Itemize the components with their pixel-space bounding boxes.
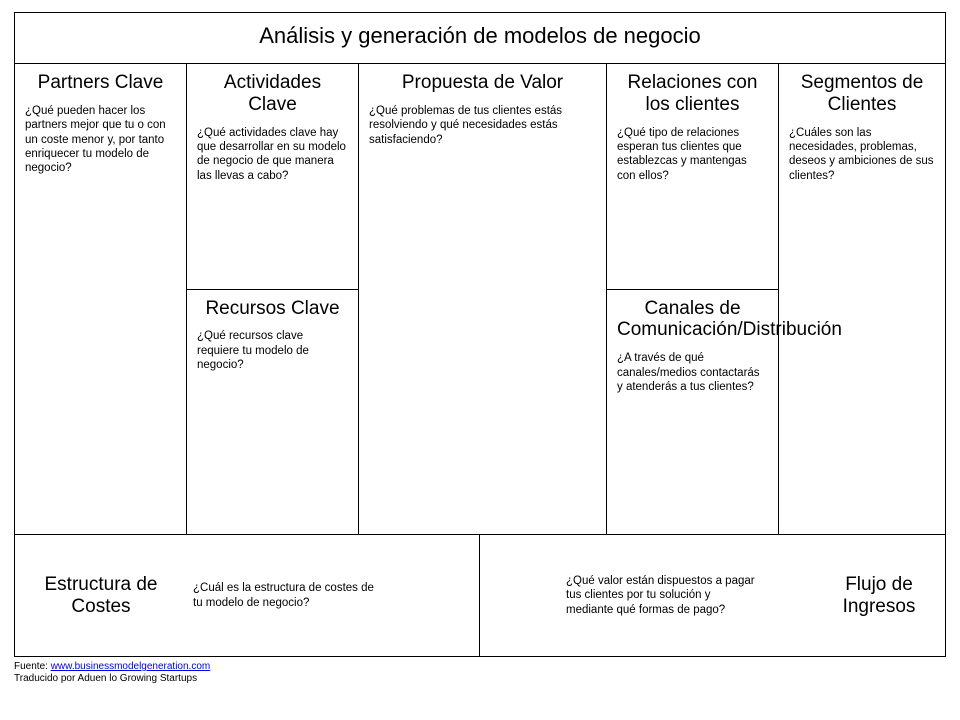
- block-resources-desc: ¿Qué recursos clave requiere tu modelo d…: [197, 329, 348, 372]
- block-channels-title: Canales de Comunicación/Distribución: [617, 296, 768, 352]
- block-relations: Relaciones con los clientes ¿Qué tipo de…: [607, 64, 778, 290]
- canvas-title: Análisis y generación de modelos de nego…: [15, 13, 945, 64]
- block-channels: Canales de Comunicación/Distribución ¿A …: [607, 290, 778, 534]
- footer: Fuente: www.businessmodelgeneration.com …: [14, 661, 946, 685]
- block-revenue: ¿Qué valor están dispuestos a pagar tus …: [480, 535, 945, 656]
- block-resources: Recursos Clave ¿Qué recursos clave requi…: [187, 290, 358, 534]
- block-segments: Segmentos de Clientes ¿Cuáles son las ne…: [779, 64, 945, 534]
- block-relations-title: Relaciones con los clientes: [617, 70, 768, 126]
- block-revenue-desc: ¿Qué valor están dispuestos a pagar tus …: [566, 574, 756, 617]
- canvas-bottomrow: Estructura de Costes ¿Cuál es la estruct…: [15, 534, 945, 656]
- block-revenue-title: Flujo de Ingresos: [829, 574, 929, 618]
- block-activities-title: Actividades Clave: [197, 70, 348, 126]
- col-value: Propuesta de Valor ¿Qué problemas de tus…: [359, 64, 607, 534]
- block-channels-desc: ¿A través de qué canales/medios contacta…: [617, 351, 768, 394]
- block-costs-title: Estructura de Costes: [31, 574, 171, 618]
- block-costs: Estructura de Costes ¿Cuál es la estruct…: [15, 535, 480, 656]
- block-resources-title: Recursos Clave: [197, 296, 348, 330]
- block-activities-desc: ¿Qué actividades clave hay que desarroll…: [197, 126, 348, 184]
- col-relations-channels: Relaciones con los clientes ¿Qué tipo de…: [607, 64, 779, 534]
- footer-source-label: Fuente:: [14, 661, 51, 672]
- col-segments: Segmentos de Clientes ¿Cuáles son las ne…: [779, 64, 945, 534]
- business-model-canvas: Análisis y generación de modelos de nego…: [14, 12, 946, 657]
- block-value-title: Propuesta de Valor: [369, 70, 596, 104]
- block-partners-desc: ¿Qué pueden hacer los partners mejor que…: [25, 104, 176, 176]
- block-partners: Partners Clave ¿Qué pueden hacer los par…: [15, 64, 186, 534]
- block-costs-desc: ¿Cuál es la estructura de costes de tu m…: [193, 581, 383, 610]
- footer-source-link[interactable]: www.businessmodelgeneration.com: [51, 661, 211, 672]
- col-partners: Partners Clave ¿Qué pueden hacer los par…: [15, 64, 187, 534]
- canvas-midrow: Partners Clave ¿Qué pueden hacer los par…: [15, 64, 945, 534]
- block-partners-title: Partners Clave: [25, 70, 176, 104]
- block-segments-title: Segmentos de Clientes: [789, 70, 935, 126]
- col-activities-resources: Actividades Clave ¿Qué actividades clave…: [187, 64, 359, 534]
- block-value: Propuesta de Valor ¿Qué problemas de tus…: [359, 64, 606, 534]
- block-value-desc: ¿Qué problemas de tus clientes estás res…: [369, 104, 596, 147]
- block-activities: Actividades Clave ¿Qué actividades clave…: [187, 64, 358, 290]
- block-relations-desc: ¿Qué tipo de relaciones esperan tus clie…: [617, 126, 768, 184]
- block-segments-desc: ¿Cuáles son las necesidades, problemas, …: [789, 126, 935, 184]
- footer-translated: Traducido por Aduen lo Growing Startups: [14, 673, 197, 684]
